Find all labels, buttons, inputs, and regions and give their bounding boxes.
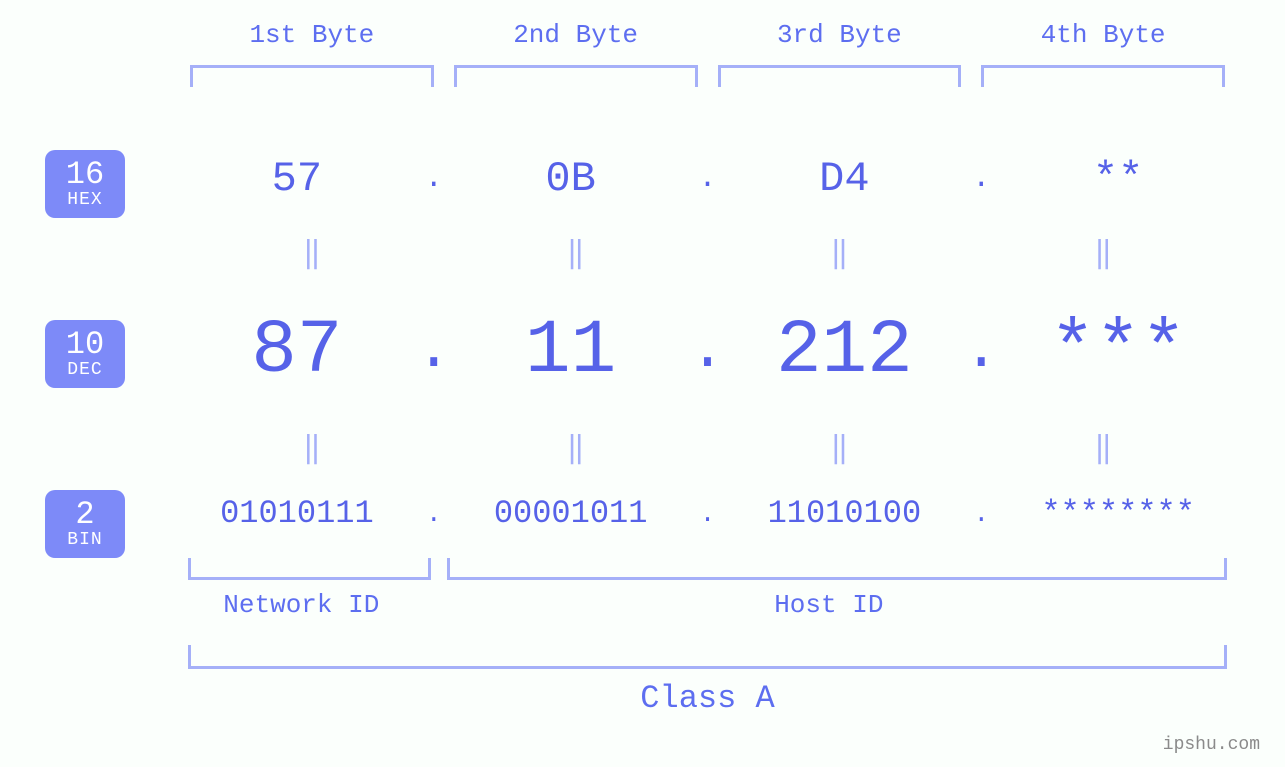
hex-byte-2: 0B bbox=[454, 155, 688, 203]
base-number: 2 bbox=[75, 498, 94, 532]
bin-byte-3: 11010100 bbox=[728, 495, 962, 532]
byte-header-1: 1st Byte bbox=[180, 20, 444, 50]
dec-byte-2: 11 bbox=[454, 308, 688, 394]
hex-byte-4: ** bbox=[1001, 155, 1235, 203]
equals-row: ‖ ‖ ‖ ‖ bbox=[180, 430, 1235, 467]
equals-icon: ‖ bbox=[180, 430, 444, 467]
equals-icon: ‖ bbox=[971, 235, 1235, 272]
byte-bracket bbox=[454, 65, 698, 87]
hex-row: 57 . 0B . D4 . ** bbox=[180, 155, 1235, 203]
dec-row: 87 . 11 . 212 . *** bbox=[180, 308, 1235, 394]
byte-bracket-row bbox=[180, 65, 1235, 87]
dot-separator: . bbox=[414, 162, 454, 196]
equals-icon: ‖ bbox=[708, 430, 972, 467]
network-host-label-row: Network ID Host ID bbox=[180, 590, 1235, 620]
dot-separator: . bbox=[414, 499, 454, 529]
watermark: ipshu.com bbox=[1163, 735, 1260, 755]
host-id-label: Host ID bbox=[423, 590, 1235, 620]
equals-icon: ‖ bbox=[444, 235, 708, 272]
network-host-bracket-row bbox=[180, 558, 1235, 580]
dec-byte-1: 87 bbox=[180, 308, 414, 394]
equals-icon: ‖ bbox=[180, 235, 444, 272]
host-id-bracket bbox=[447, 558, 1227, 580]
byte-bracket bbox=[718, 65, 962, 87]
dot-separator: . bbox=[688, 499, 728, 529]
equals-icon: ‖ bbox=[971, 430, 1235, 467]
byte-bracket bbox=[190, 65, 434, 87]
dot-separator: . bbox=[961, 317, 1001, 385]
hex-byte-1: 57 bbox=[180, 155, 414, 203]
base-name: BIN bbox=[67, 531, 102, 550]
base-badge-dec: 10 DEC bbox=[45, 320, 125, 388]
dot-separator: . bbox=[961, 499, 1001, 529]
byte-header-row: 1st Byte 2nd Byte 3rd Byte 4th Byte bbox=[180, 20, 1235, 50]
dec-byte-3: 212 bbox=[728, 308, 962, 394]
network-id-label: Network ID bbox=[180, 590, 423, 620]
byte-header-4: 4th Byte bbox=[971, 20, 1235, 50]
class-bracket-row bbox=[180, 645, 1235, 669]
bin-byte-2: 00001011 bbox=[454, 495, 688, 532]
byte-header-3: 3rd Byte bbox=[708, 20, 972, 50]
equals-row: ‖ ‖ ‖ ‖ bbox=[180, 235, 1235, 272]
byte-bracket bbox=[981, 65, 1225, 87]
dot-separator: . bbox=[688, 162, 728, 196]
bin-byte-4: ******** bbox=[1001, 495, 1235, 532]
ip-diagram: 1st Byte 2nd Byte 3rd Byte 4th Byte 16 H… bbox=[0, 0, 1285, 767]
dot-separator: . bbox=[414, 317, 454, 385]
dot-separator: . bbox=[961, 162, 1001, 196]
equals-icon: ‖ bbox=[708, 235, 972, 272]
dot-separator: . bbox=[688, 317, 728, 385]
bin-row: 01010111 . 00001011 . 11010100 . *******… bbox=[180, 495, 1235, 532]
base-badge-hex: 16 HEX bbox=[45, 150, 125, 218]
bin-byte-1: 01010111 bbox=[180, 495, 414, 532]
hex-byte-3: D4 bbox=[728, 155, 962, 203]
base-number: 10 bbox=[66, 328, 104, 362]
network-id-bracket bbox=[188, 558, 431, 580]
class-bracket bbox=[188, 645, 1227, 669]
dec-byte-4: *** bbox=[1001, 308, 1235, 394]
base-name: HEX bbox=[67, 191, 102, 210]
base-badge-bin: 2 BIN bbox=[45, 490, 125, 558]
byte-header-2: 2nd Byte bbox=[444, 20, 708, 50]
equals-icon: ‖ bbox=[444, 430, 708, 467]
class-label: Class A bbox=[180, 680, 1235, 717]
base-name: DEC bbox=[67, 361, 102, 380]
base-number: 16 bbox=[66, 158, 104, 192]
